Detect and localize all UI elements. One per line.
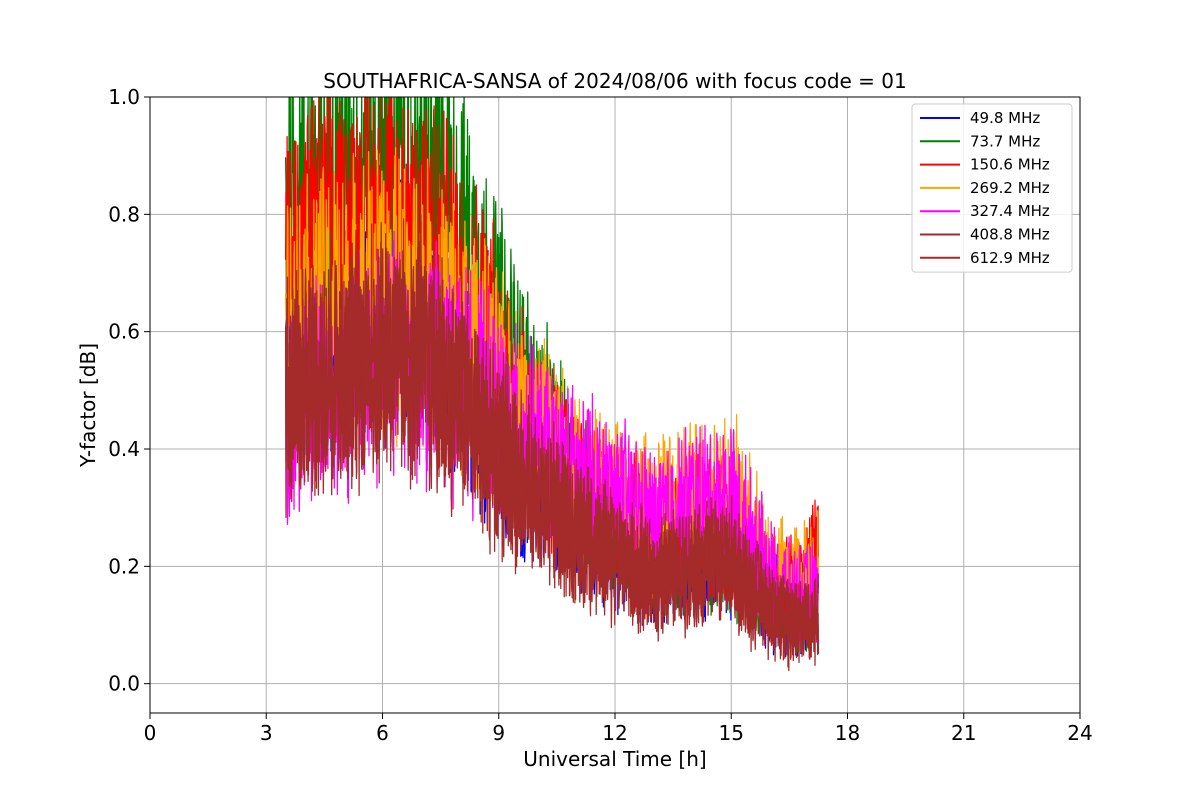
legend-label: 49.8 MHz xyxy=(970,109,1040,127)
y-tick-label: 0.0 xyxy=(108,672,140,696)
legend-box xyxy=(911,103,1073,273)
x-tick-label: 0 xyxy=(144,721,157,745)
chart-title: SOUTHAFRICA-SANSA of 2024/08/06 with foc… xyxy=(323,69,907,93)
legend-label: 150.6 MHz xyxy=(970,156,1050,174)
x-tick-label: 18 xyxy=(835,721,860,745)
x-tick-label: 24 xyxy=(1067,721,1092,745)
plot-area xyxy=(284,97,820,672)
legend-label: 612.9 MHz xyxy=(970,249,1050,267)
y-axis-title: Y-factor [dB] xyxy=(76,343,100,468)
x-axis: 0 3 6 9 12 15 18 21 24 xyxy=(144,713,1093,745)
legend-label: 269.2 MHz xyxy=(970,179,1050,197)
x-tick-label: 6 xyxy=(376,721,389,745)
series-layer xyxy=(284,97,820,672)
x-tick-label: 12 xyxy=(602,721,627,745)
series-line-6 xyxy=(284,241,820,672)
legend: 49.8 MHz 73.7 MHz 150.6 MHz 269.2 MHz 327.4… xyxy=(911,103,1073,273)
y-tick-label: 0.4 xyxy=(108,437,140,461)
legend-label: 327.4 MHz xyxy=(970,202,1050,220)
legend-label: 408.8 MHz xyxy=(970,226,1050,244)
y-tick-label: 0.6 xyxy=(108,320,140,344)
legend-label: 73.7 MHz xyxy=(970,132,1040,150)
x-tick-label: 3 xyxy=(260,721,273,745)
x-tick-label: 15 xyxy=(719,721,744,745)
y-tick-label: 0.2 xyxy=(108,554,140,578)
y-tick-label: 0.8 xyxy=(108,202,140,226)
x-tick-label: 21 xyxy=(951,721,976,745)
y-tick-label: 1.0 xyxy=(108,85,140,109)
y-axis: 0.0 0.2 0.4 0.6 0.8 1.0 xyxy=(108,85,150,696)
x-tick-label: 9 xyxy=(492,721,505,745)
x-axis-title: Universal Time [h] xyxy=(523,747,706,771)
